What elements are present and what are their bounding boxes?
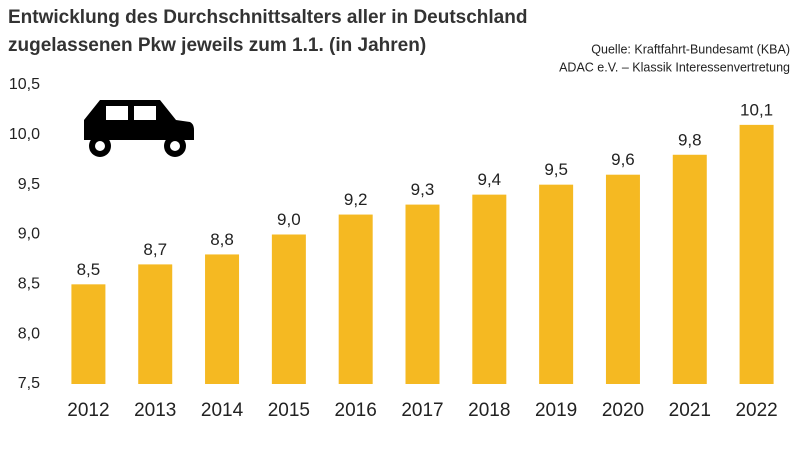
value-label: 9,5 [544,160,568,179]
value-label: 10,1 [740,100,773,119]
chart-title: zugelassenen Pkw jeweils zum 1.1. (in Ja… [8,35,426,56]
chart-title: Entwicklung des Durchschnittsalters alle… [8,7,527,28]
bar [472,194,507,384]
y-tick-label: 7,5 [18,375,40,392]
value-label: 8,8 [210,230,234,249]
value-label: 9,8 [678,130,702,149]
bar [205,254,240,384]
x-tick-label: 2016 [335,400,377,421]
bar [739,124,774,384]
bar [672,154,707,384]
x-tick-label: 2012 [67,400,109,421]
y-tick-label: 8,0 [18,325,40,342]
x-tick-label: 2020 [602,400,644,421]
value-label: 9,3 [411,180,435,199]
car-icon [84,100,194,157]
y-tick-label: 10,0 [9,126,40,143]
y-tick-label: 9,5 [18,176,40,193]
value-label: 8,5 [77,260,101,279]
source: Quelle: Kraftfahrt-Bundesamt (KBA) [591,42,790,56]
bar [539,184,574,384]
bar [71,284,106,384]
bar [605,174,640,384]
x-tick-label: 2015 [268,400,310,421]
y-tick-label: 10,5 [9,76,40,93]
bar [138,264,173,384]
x-tick-label: 2018 [468,400,510,421]
x-tick-label: 2013 [134,400,176,421]
source: ADAC e.V. – Klassik Interessenvertretung [559,60,790,74]
value-label: 9,0 [277,210,301,229]
x-tick-label: 2014 [201,400,244,421]
bar [271,234,306,384]
x-tick-label: 2021 [669,400,711,421]
x-tick-label: 2017 [401,400,443,421]
bar [405,204,440,384]
y-tick-label: 9,0 [18,226,40,243]
x-tick-label: 2019 [535,400,577,421]
bar [338,214,373,384]
value-label: 9,4 [477,170,501,189]
value-label: 9,2 [344,190,368,209]
value-label: 8,7 [143,240,167,259]
value-label: 9,6 [611,150,635,169]
y-tick-label: 8,5 [18,276,40,293]
x-tick-label: 2022 [735,400,777,421]
